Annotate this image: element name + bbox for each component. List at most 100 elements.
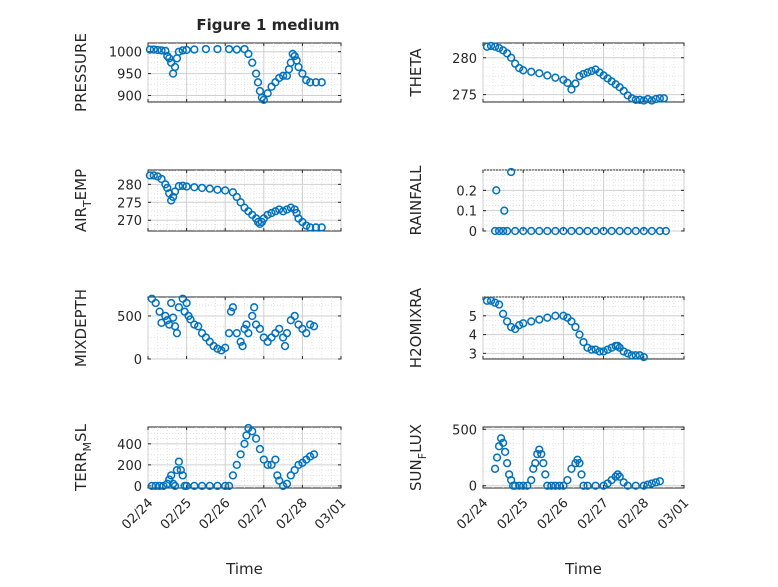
y-axis-label: SUNFLUX	[407, 424, 429, 491]
y-axis-label: TERRMSL	[72, 423, 94, 492]
data-point	[619, 347, 628, 356]
data-point	[500, 206, 509, 215]
data-point	[527, 67, 536, 76]
data-point	[255, 324, 265, 334]
data-point	[267, 208, 276, 218]
data-point	[182, 298, 191, 308]
data-point	[155, 307, 164, 316]
y-tick-label: 400	[117, 438, 142, 453]
data-point	[623, 481, 632, 490]
data-point	[651, 478, 661, 487]
y-axis-label: AIRTEMP	[72, 169, 94, 232]
data-point	[502, 226, 512, 236]
data-point	[599, 347, 608, 356]
data-point	[502, 317, 512, 326]
data-point	[575, 458, 584, 468]
data-point	[482, 296, 492, 305]
y-tick-label: 280	[452, 52, 477, 67]
data-point	[591, 481, 600, 490]
data-point	[551, 73, 560, 82]
x-tick-label: 03/01	[312, 496, 349, 533]
x-tick-label: 02/25	[158, 496, 195, 533]
data-point	[571, 322, 580, 332]
data-point	[547, 481, 556, 490]
y-tick-label: 3	[469, 347, 477, 362]
data-point	[240, 439, 249, 448]
x-axis-label: Time	[564, 560, 602, 578]
data-point	[263, 460, 272, 470]
data-point	[539, 458, 548, 468]
data-point	[182, 481, 191, 491]
data-point	[267, 460, 276, 470]
data-point	[623, 349, 632, 358]
data-point	[535, 315, 544, 324]
subplot-theta: 275 280 THETA	[407, 41, 685, 105]
data-point	[527, 475, 536, 485]
data-point	[631, 481, 640, 490]
data-point	[163, 479, 172, 488]
data-point	[236, 198, 245, 207]
data-point	[639, 226, 648, 236]
data-point	[253, 78, 263, 87]
data-point	[527, 317, 536, 326]
y-tick-label: 275	[117, 196, 142, 211]
data-point	[263, 89, 272, 98]
subplot-mixdepth: 0 500 MIXDEPTH	[72, 289, 342, 368]
data-point	[519, 66, 528, 75]
data-point	[221, 343, 230, 352]
data-point	[157, 46, 166, 55]
data-point	[631, 95, 640, 104]
data-point	[519, 319, 528, 328]
data-point	[271, 455, 280, 464]
data-point	[579, 481, 588, 490]
data-point	[153, 45, 162, 55]
data-point	[643, 94, 652, 104]
data-point	[280, 341, 290, 351]
data-point	[278, 71, 288, 80]
data-point	[515, 321, 524, 330]
data-point	[627, 351, 636, 360]
data-point	[317, 78, 326, 87]
data-point	[275, 205, 284, 214]
y-tick-label: 280	[117, 178, 142, 193]
data-point	[535, 445, 544, 454]
data-point	[244, 49, 253, 59]
data-point	[311, 78, 321, 87]
y-tick-label: 500	[117, 310, 142, 325]
data-point	[163, 183, 172, 193]
data-point	[486, 296, 496, 305]
data-point	[555, 481, 564, 490]
data-point	[575, 226, 584, 236]
data-point	[494, 300, 504, 309]
data-point	[317, 223, 326, 232]
data-point	[178, 46, 187, 55]
data-point	[168, 313, 178, 322]
subplot-sun_flux: 0 500 02/24 02/25 02/26 02/27 02/28 03/01 SUNFLU…	[407, 423, 692, 578]
data-point	[567, 85, 576, 94]
data-point	[583, 68, 592, 77]
y-tick-label: 0.2	[456, 184, 477, 199]
data-point	[631, 351, 640, 360]
data-point	[172, 329, 182, 338]
data-point	[165, 54, 174, 63]
x-tick-label: 02/27	[575, 496, 612, 533]
data-point	[248, 58, 257, 67]
data-point	[623, 226, 632, 236]
data-point	[502, 458, 512, 468]
data-point	[519, 226, 528, 236]
data-point	[151, 298, 160, 308]
data-point	[273, 471, 282, 480]
data-point	[311, 223, 321, 232]
y-tick-label: 0	[134, 480, 142, 495]
data-point	[242, 431, 251, 440]
data-point	[213, 481, 222, 491]
data-point	[161, 311, 170, 321]
data-point	[635, 95, 644, 104]
data-point	[294, 62, 303, 72]
data-point	[232, 192, 241, 202]
data-point	[149, 45, 158, 54]
data-point	[515, 481, 524, 490]
subplot-air_temp: 270 275 280 AIRTEMP	[72, 169, 342, 232]
data-point	[551, 226, 560, 236]
